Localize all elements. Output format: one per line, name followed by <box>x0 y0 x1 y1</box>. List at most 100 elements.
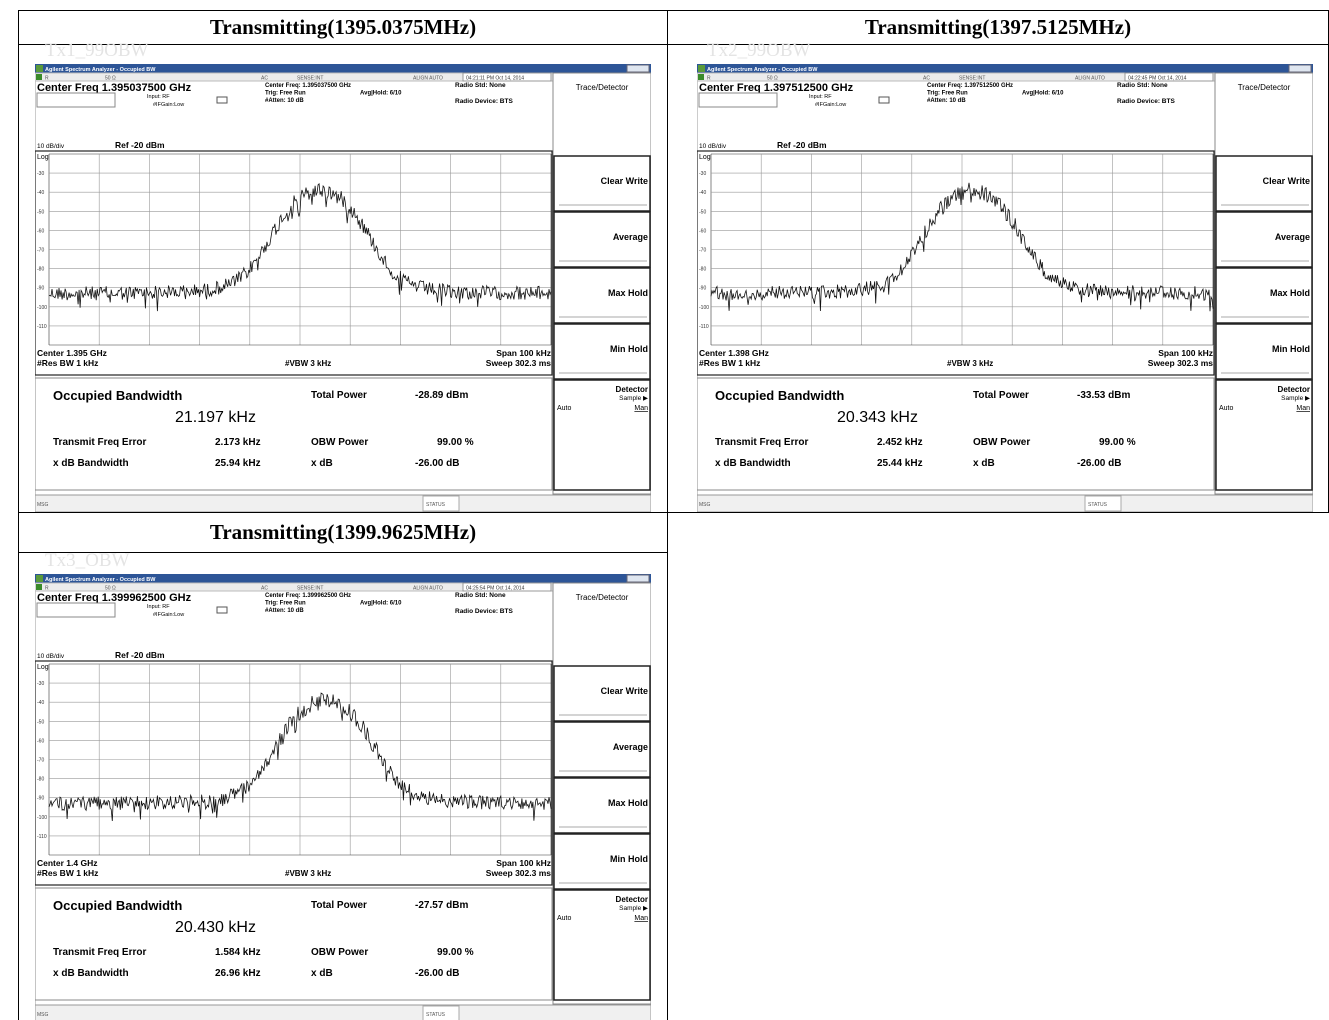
level-label: -40 <box>37 700 44 706</box>
status-item: 50 Ω <box>105 76 116 82</box>
man-option: Man <box>634 915 648 922</box>
trig: Trig: Free Run <box>265 91 306 97</box>
radio-device: Radio Device: BTS <box>455 608 513 615</box>
man-option: Man <box>1296 405 1310 412</box>
level-label: -30 <box>37 681 44 687</box>
level-label: -90 <box>37 286 44 292</box>
xdb-label: x dB <box>311 968 333 979</box>
xdb-bw-label: x dB Bandwidth <box>715 458 791 469</box>
page: {"table": {"cells": [ {"heading": "Trans… <box>0 0 1329 1020</box>
sweep-label: Sweep 302.3 ms <box>1148 358 1213 368</box>
radio-std: Radio Std: None <box>455 592 506 599</box>
ifgain-label: #IFGain:Low <box>153 102 184 108</box>
log-label: Log <box>37 664 49 671</box>
xdb-value: -26.00 dB <box>415 968 459 979</box>
input-field <box>37 603 115 617</box>
center-label: Center 1.395 GHz <box>37 348 107 358</box>
center-label: Center 1.4 GHz <box>37 858 97 868</box>
total-power-value: -33.53 dBm <box>1077 390 1130 401</box>
status-item: SENSE:INT <box>297 76 323 82</box>
center-freq: Center Freq 1.399962500 GHz <box>37 592 192 604</box>
xdb-bw-value: 25.44 kHz <box>877 458 923 469</box>
vbw-label: #VBW 3 kHz <box>285 869 331 878</box>
window-buttons <box>627 65 649 72</box>
bottom-bar <box>35 1005 651 1020</box>
xdb-bw-value: 26.96 kHz <box>215 968 261 979</box>
center-freq-info: Center Freq: 1.399962500 GHz <box>265 593 351 599</box>
total-power-value: -28.89 dBm <box>415 390 468 401</box>
menu-title: Trace/Detector <box>576 593 629 602</box>
obw-value: 20.343 kHz <box>837 409 918 426</box>
span-label: Span 100 kHz <box>496 858 551 868</box>
obw-label: Occupied Bandwidth <box>715 388 844 403</box>
obw-power-value: 99.00 % <box>437 947 474 958</box>
window-title: Agilent Spectrum Analyzer - Occupied BW <box>45 577 156 583</box>
scale: 10 dB/div <box>37 143 65 150</box>
table-border <box>667 10 668 1020</box>
timestamp: 04:25:54 PM Oct 14, 2014 <box>466 586 525 592</box>
rbw-label: #Res BW 1 kHz <box>699 358 760 368</box>
obw-value: 20.430 kHz <box>175 919 256 936</box>
status-item: ALIGN AUTO <box>413 76 443 82</box>
timestamp: 04:21:11 PM Oct 14, 2014 <box>466 76 524 82</box>
level-label: -50 <box>37 209 44 215</box>
log-label: Log <box>699 154 711 161</box>
center-freq: Center Freq 1.397512500 GHz <box>699 82 854 94</box>
status-item: AC <box>261 586 268 592</box>
analyzer-window: Agilent Spectrum Analyzer - Occupied BWR… <box>35 64 651 512</box>
analyzer-screenshot: Agilent Spectrum Analyzer - Occupied BWR… <box>35 64 651 512</box>
status-icon <box>698 74 704 80</box>
detector-value: Sample ▶ <box>619 905 649 912</box>
auto-option: Auto <box>1219 405 1234 412</box>
level-label: -80 <box>37 267 44 273</box>
ref-level: Ref -20 dBm <box>777 140 827 150</box>
center-label: Center 1.398 GHz <box>699 348 769 358</box>
total-power-label: Total Power <box>311 390 367 401</box>
status-item: ALIGN AUTO <box>1075 76 1105 82</box>
status-item: AC <box>923 76 930 82</box>
analyzer-window: Agilent Spectrum Analyzer - Occupied BW R… <box>35 574 651 1020</box>
ref-level: Ref -20 dBm <box>115 650 165 660</box>
avg-hold: Avg|Hold: 6/10 <box>1022 91 1064 97</box>
dropdown <box>217 607 227 613</box>
detector-value: Sample ▶ <box>619 395 649 402</box>
total-power-label: Total Power <box>311 900 367 911</box>
total-power-value: -27.57 dBm <box>415 900 468 911</box>
xdb-bw-label: x dB Bandwidth <box>53 968 129 979</box>
detector-label: Detector <box>1278 385 1310 394</box>
document: Transmitting(1395.0375MHz) Transmitting(… <box>0 0 1329 1020</box>
detector-value: Sample ▶ <box>1281 395 1311 402</box>
softkey-label: Clear Write <box>601 686 648 696</box>
softkey-label: Clear Write <box>601 176 648 186</box>
menu-title: Trace/Detector <box>1238 83 1291 92</box>
analyzer-screenshot: Agilent Spectrum Analyzer - Occupied BW R… <box>35 574 651 1020</box>
scale: 10 dB/div <box>699 143 727 150</box>
level-label: -40 <box>37 190 44 196</box>
softkey-label: Clear Write <box>1263 176 1310 186</box>
menu-title: Trace/Detector <box>576 83 629 92</box>
radio-std: Radio Std: None <box>455 82 506 89</box>
obw-label: Occupied Bandwidth <box>53 898 182 913</box>
obw-power-label: OBW Power <box>973 437 1030 448</box>
xdb-label: x dB <box>311 458 333 469</box>
xdb-label: x dB <box>973 458 995 469</box>
table-border <box>18 44 1329 45</box>
status-item: SENSE:INT <box>297 586 323 592</box>
caption: Tx3_OBW <box>45 550 129 572</box>
softkey-label: Min Hold <box>610 344 648 354</box>
freq-error-value: 2.173 kHz <box>215 437 261 448</box>
level-label: -50 <box>37 719 44 725</box>
radio-device: Radio Device: BTS <box>455 98 513 105</box>
app-icon <box>36 575 43 582</box>
level-label: -70 <box>699 248 706 254</box>
level-label: -90 <box>37 796 44 802</box>
obw-power-value: 99.00 % <box>1099 437 1136 448</box>
softkey-label: Average <box>1275 232 1310 242</box>
freq-error-label: Transmit Freq Error <box>53 947 146 958</box>
trig: Trig: Free Run <box>265 601 306 607</box>
scale: 10 dB/div <box>37 653 65 660</box>
vbw-label: #VBW 3 kHz <box>947 359 993 368</box>
center-freq-info: Center Freq: 1.395037500 GHz <box>265 83 351 89</box>
obw-value: 21.197 kHz <box>175 409 256 426</box>
softkey-label: Min Hold <box>610 854 648 864</box>
